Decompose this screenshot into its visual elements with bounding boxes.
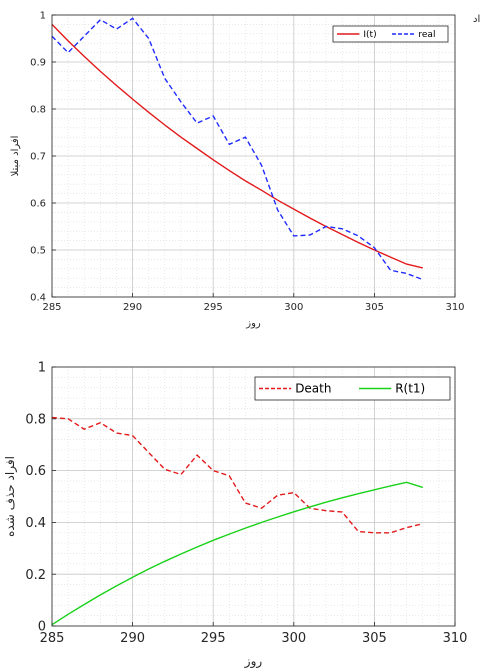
- legend-label: R(t1): [395, 382, 425, 396]
- x-tick-label: 295: [201, 631, 226, 646]
- legend-box: [254, 376, 451, 401]
- y-tick-label: 0.4: [30, 293, 46, 304]
- x-axis-label: روز: [245, 318, 261, 329]
- major-grid: [51, 14, 456, 298]
- legend: I(t) real: [332, 25, 449, 43]
- x-tick-label: 290: [120, 631, 145, 646]
- series-line-rt1: [51, 481, 424, 626]
- x-tick-label: 290: [123, 302, 142, 313]
- minor-grid: [51, 366, 456, 627]
- y-axis-label: افراد حذف شده: [3, 456, 18, 537]
- x-tick-label: 310: [445, 302, 464, 313]
- legend: Death R(t1): [254, 376, 451, 401]
- y-tick-label: 0.6: [25, 464, 46, 479]
- y-tick-label: 0.7: [30, 152, 46, 163]
- series-line-death: [51, 416, 423, 534]
- axes-box: [51, 366, 456, 627]
- legend-label: Death: [295, 382, 331, 396]
- y-tick-label: 0.9: [30, 58, 46, 69]
- y-tick-label: 0.6: [30, 199, 46, 210]
- chart-1: 285 290 295 300 305 310 0.4 0.5 0.6 0.7 0.8 0.9 1 روز…: [10, 11, 465, 330]
- corner-text: اد: [473, 14, 481, 25]
- x-tick-label: 305: [362, 631, 387, 646]
- y-tick-label: 0: [38, 620, 46, 635]
- y-tick-label: 0.2: [25, 568, 46, 583]
- x-tick-label: 300: [281, 631, 306, 646]
- y-tick-label: 0.8: [25, 412, 46, 427]
- series-line-it: [51, 23, 423, 269]
- y-axis-label: افراد مبتلا: [10, 136, 21, 177]
- legend-box: [332, 25, 449, 43]
- y-tick-label: 0.8: [30, 105, 46, 116]
- y-tick-label: 0.5: [30, 246, 46, 257]
- y-tick-label: 1: [38, 361, 46, 376]
- x-tick-label: 285: [40, 631, 65, 646]
- x-tick-label: 310: [443, 631, 468, 646]
- chart-2: 285 290 295 300 305 310 0 0.2 0.4 0.6 0.8 1 روز افراد…: [3, 361, 467, 669]
- series-line-real: [51, 17, 424, 281]
- y-tick-label: 1: [40, 11, 46, 22]
- y-tick-label: 0.4: [25, 516, 46, 531]
- x-tick-label: 305: [365, 302, 384, 313]
- legend-label: I(t): [363, 30, 376, 40]
- x-tick-label: 285: [42, 302, 61, 313]
- x-tick-label: 295: [204, 302, 223, 313]
- legend-label: real: [418, 30, 435, 40]
- x-axis-label: روز: [244, 654, 263, 669]
- major-grid: [51, 366, 456, 627]
- x-tick-label: 300: [284, 302, 303, 313]
